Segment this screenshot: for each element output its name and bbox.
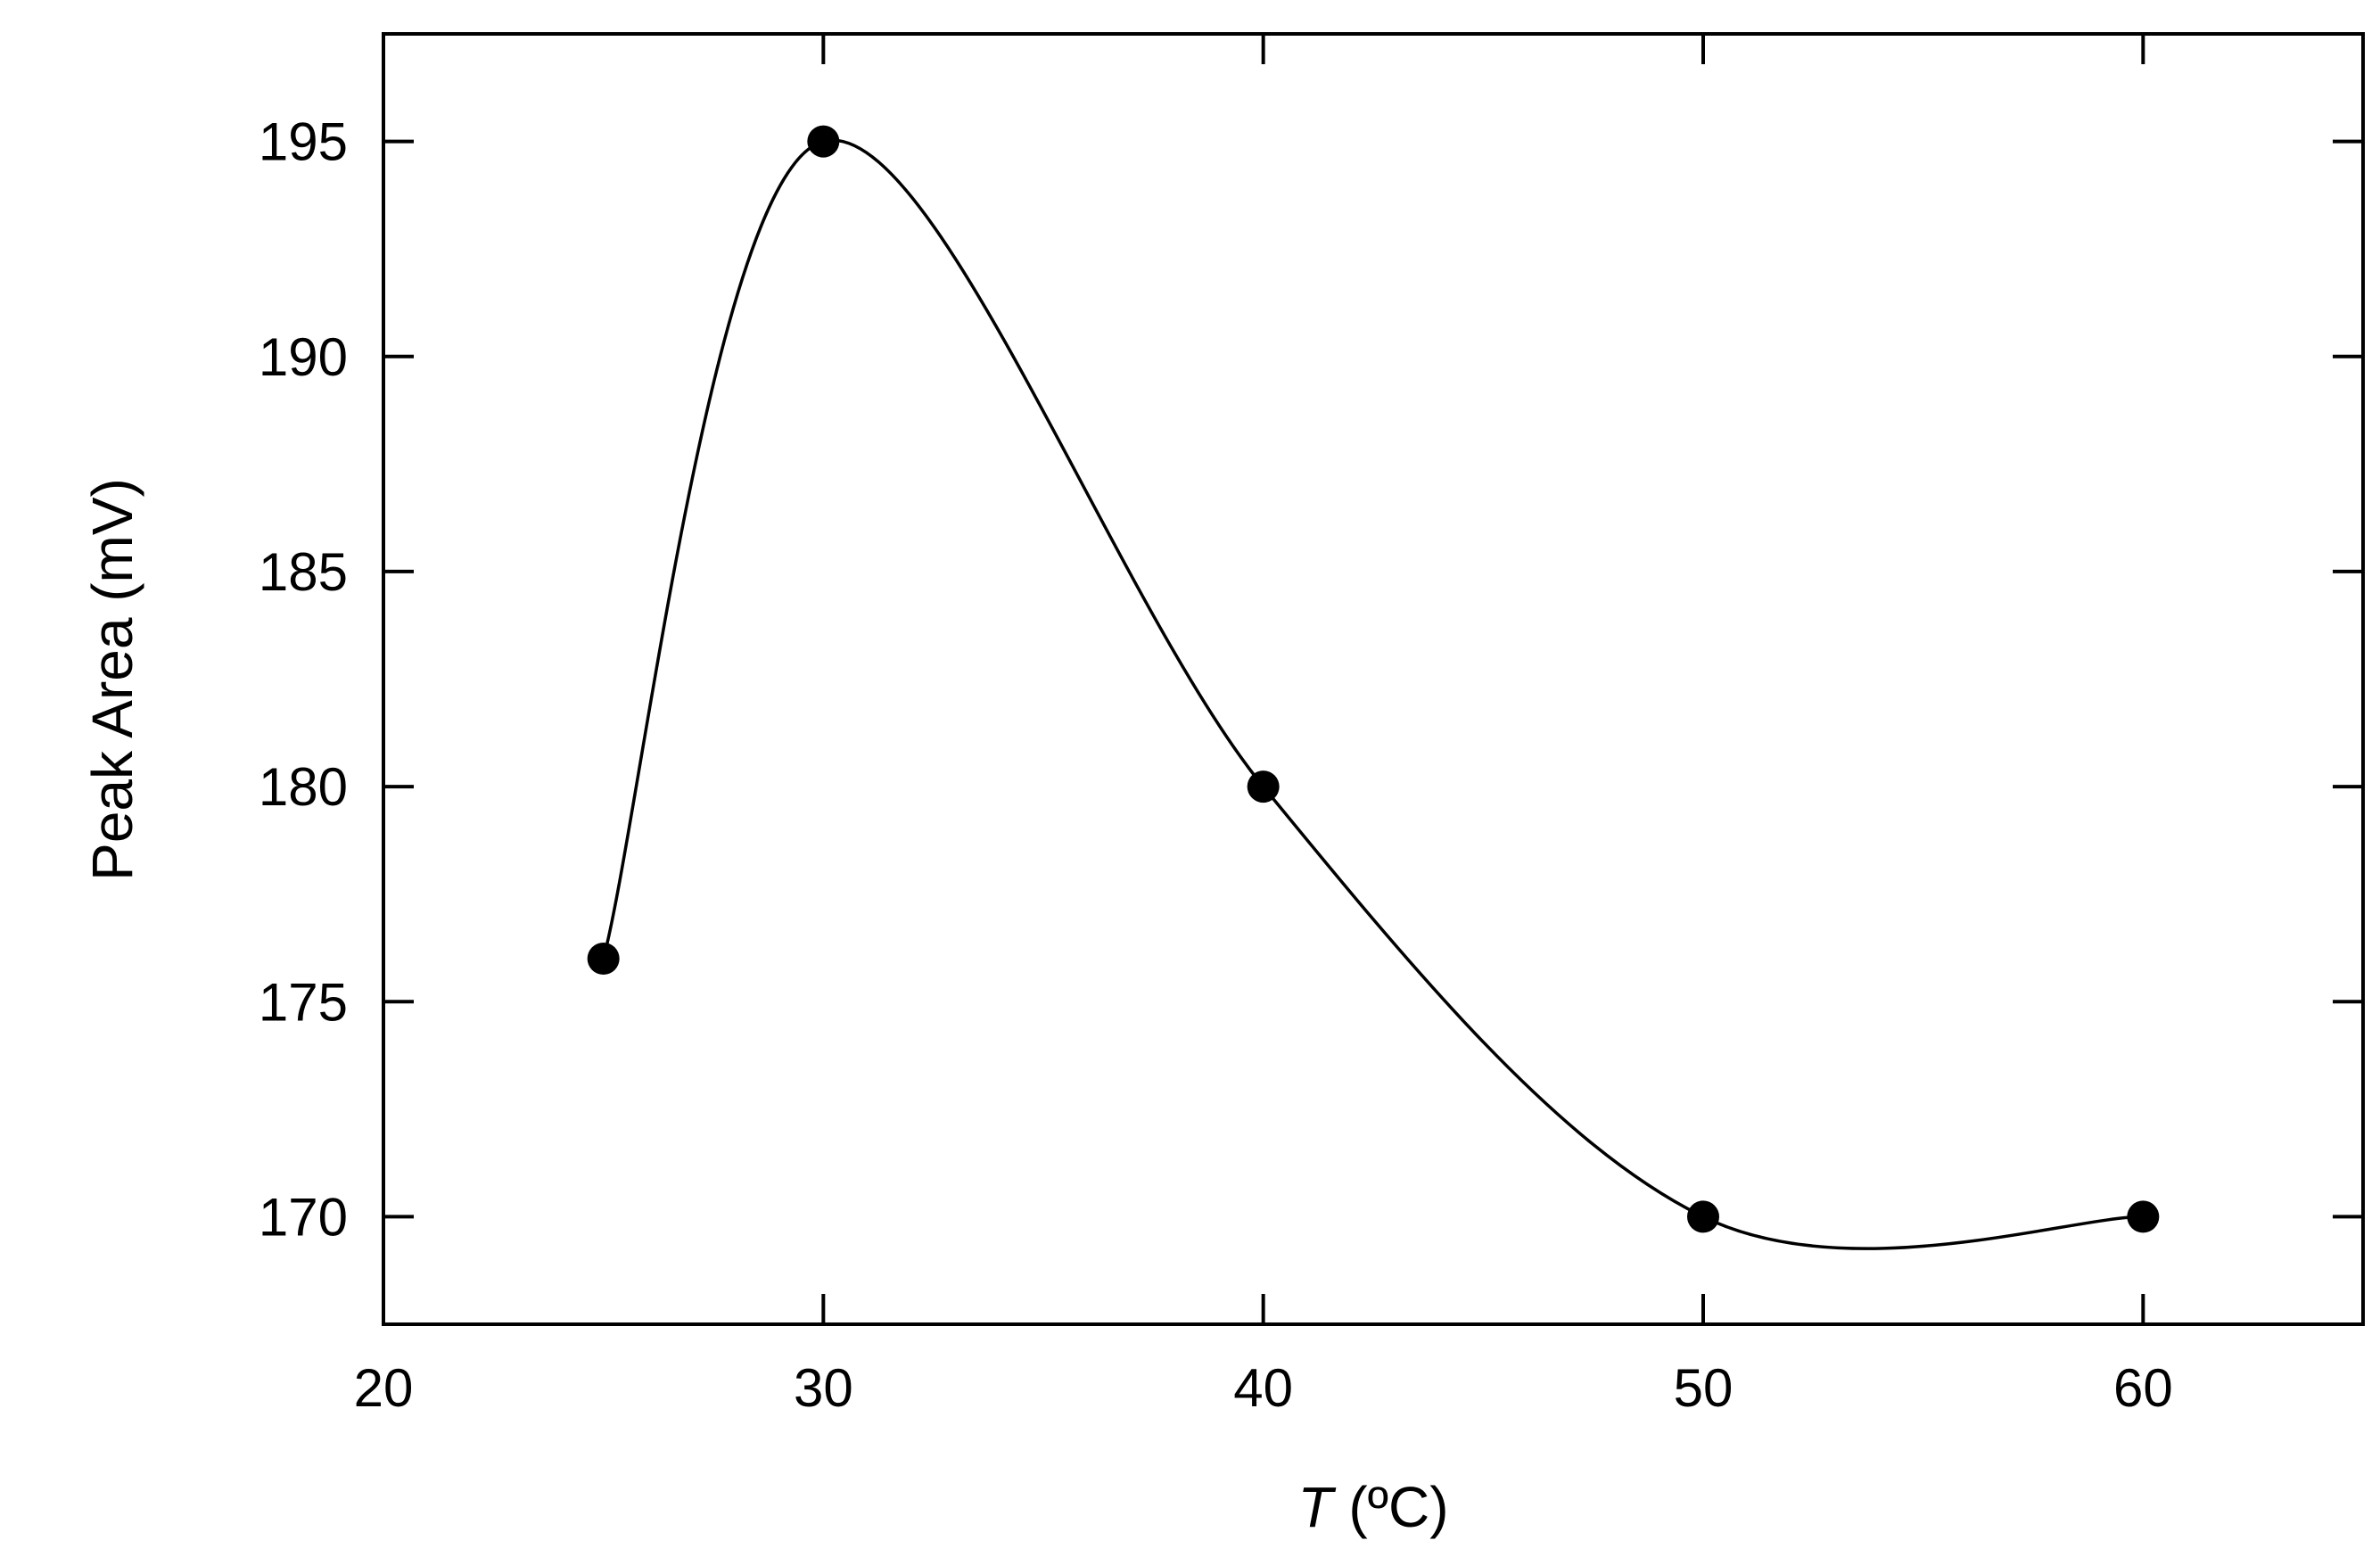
fit-curve: [601, 138, 2144, 1250]
x-tick-label: 30: [794, 1358, 853, 1418]
y-tick-label: 180: [259, 757, 348, 817]
y-axis-title: Peak Area (mV): [80, 478, 144, 881]
y-tick-label: 170: [259, 1187, 348, 1247]
x-axis-variable: T: [1297, 1475, 1336, 1539]
y-tick-label: 185: [259, 542, 348, 602]
ticks-layer: 20 30 40 50 60 170 175 180 185 190 195: [259, 34, 2363, 1418]
y-tick-label: 195: [259, 112, 348, 172]
points-layer: [587, 125, 2160, 1233]
y-tick-label: 190: [259, 327, 348, 387]
data-point: [807, 125, 840, 158]
x-tick-label: 60: [2113, 1358, 2173, 1418]
x-axis-title: T (ºC): [1297, 1475, 1448, 1539]
x-tick-label: 20: [354, 1358, 414, 1418]
y-tick-label: 175: [259, 972, 348, 1032]
x-tick-label: 50: [1674, 1358, 1734, 1418]
data-point: [1247, 770, 1280, 803]
x-axis-unit: (ºC): [1333, 1475, 1449, 1539]
plot-frame: [382, 32, 2365, 1326]
x-tick-label: 40: [1233, 1358, 1293, 1418]
data-point: [1687, 1200, 1719, 1233]
data-point: [2127, 1200, 2160, 1233]
data-point: [587, 943, 620, 976]
